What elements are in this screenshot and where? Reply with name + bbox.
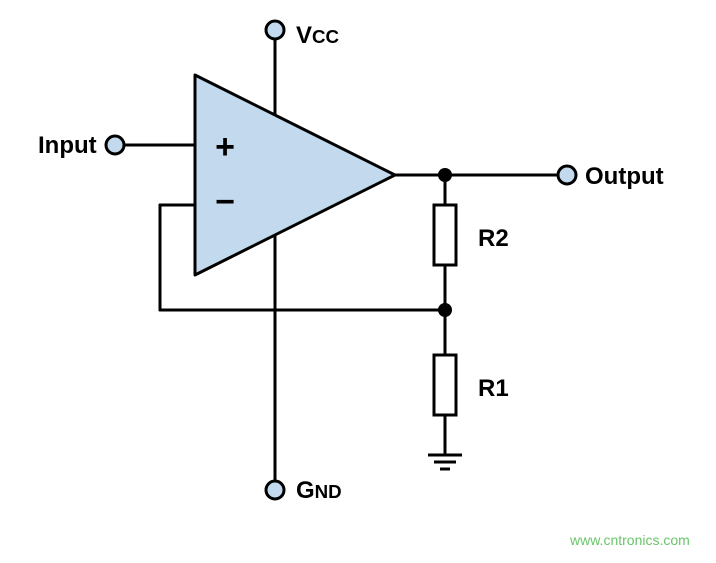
circuit-diagram: + − VCC GND Input Output R2 R1 www.cntro… xyxy=(0,0,716,563)
label-output: Output xyxy=(585,163,664,190)
label-input: Input xyxy=(38,132,97,159)
terminal-vcc xyxy=(266,21,284,39)
wires xyxy=(124,30,558,480)
opamp-plus: + xyxy=(215,128,235,166)
terminal-gnd xyxy=(266,481,284,499)
opamp-minus: − xyxy=(215,183,235,221)
node-feedback-tap xyxy=(438,303,452,317)
label-r2: R2 xyxy=(478,225,509,252)
label-r1: R1 xyxy=(478,375,509,402)
ground-symbol xyxy=(428,455,462,469)
label-gnd: GND xyxy=(296,477,342,504)
resistor-r1 xyxy=(434,355,456,415)
opamp-body xyxy=(195,75,395,275)
terminal-input xyxy=(106,136,124,154)
resistor-r2 xyxy=(434,205,456,265)
label-vcc: VCC xyxy=(296,22,339,49)
terminal-output xyxy=(558,166,576,184)
node-output-tap xyxy=(438,168,452,182)
watermark: www.cntronics.com xyxy=(569,532,690,548)
